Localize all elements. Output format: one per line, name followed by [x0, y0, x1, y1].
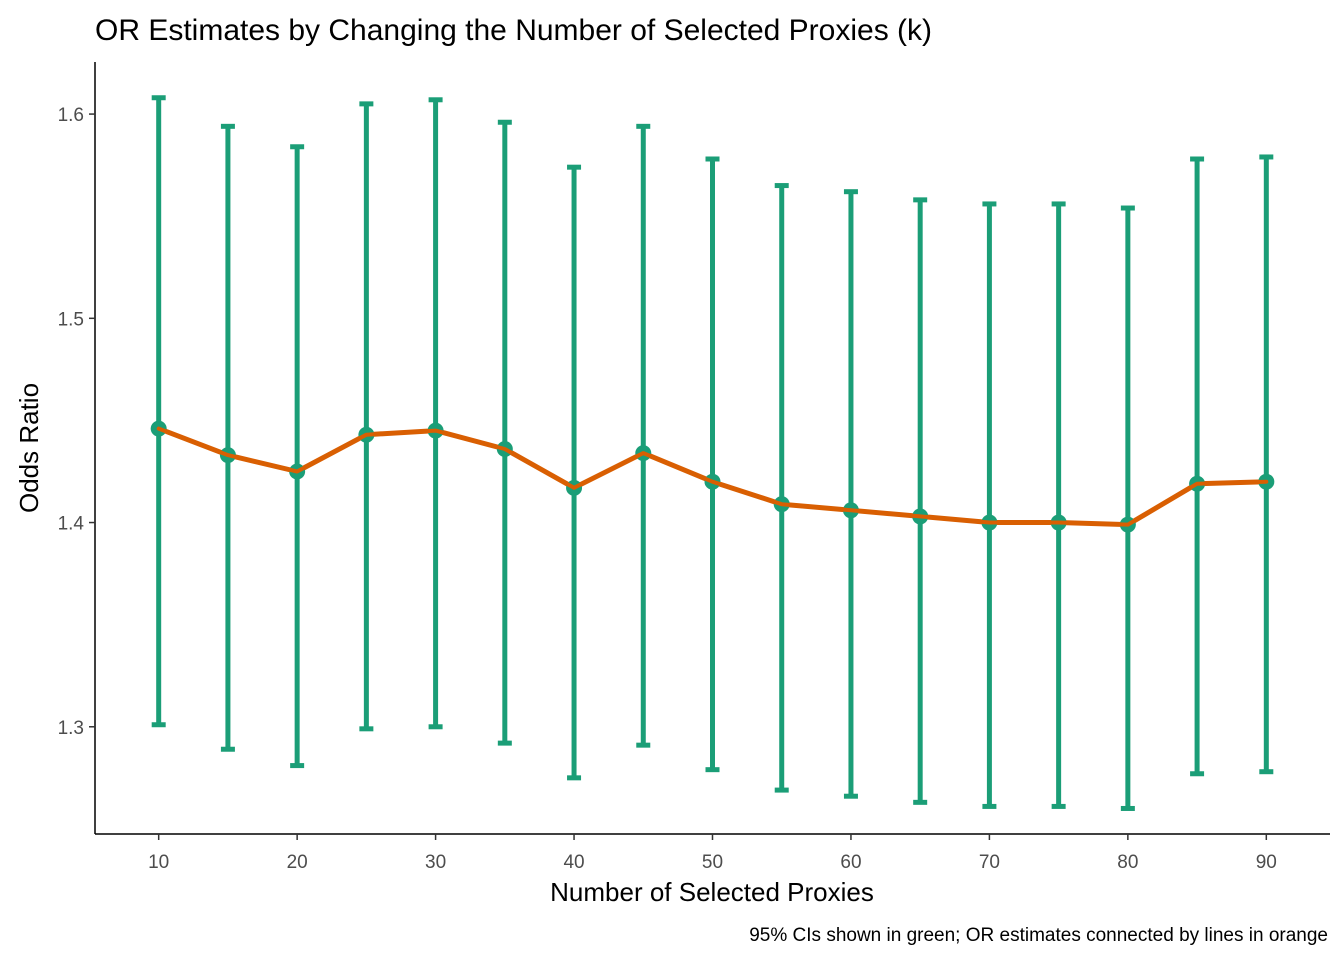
ci-errorbar-k85: [1190, 156, 1205, 777]
y-tick-label: 1.4: [58, 514, 85, 535]
ci-errorbar-k15: [220, 123, 235, 752]
y-tick-label: 1.5: [58, 309, 84, 330]
ci-errorbar-k35: [497, 119, 512, 746]
x-tick-label: 50: [702, 852, 723, 873]
x-tick-label: 70: [979, 852, 1000, 873]
x-ticks: 10 20 30 40 50 60 70 80 90: [148, 834, 1277, 873]
x-tick-label: 30: [425, 852, 446, 873]
x-tick-label: 20: [287, 852, 308, 873]
ci-errorbar-k80: [1120, 205, 1135, 811]
ci-errorbar-k70: [982, 201, 997, 809]
ci-errorbar-k50: [705, 156, 720, 773]
x-axis-title: Number of Selected Proxies: [550, 877, 874, 907]
y-tick-label: 1.3: [58, 718, 84, 739]
ci-errorbar-k60: [843, 189, 858, 799]
x-tick-label: 90: [1256, 852, 1277, 873]
x-tick-label: 80: [1117, 852, 1138, 873]
estimate-points: [150, 420, 1275, 533]
x-tick-label: 40: [563, 852, 584, 873]
x-tick-label: 10: [148, 852, 169, 873]
ci-errorbar-k25: [359, 101, 374, 732]
or-estimate-line-overlay: [156, 426, 1269, 527]
x-tick-label: 60: [840, 852, 861, 873]
ci-errorbar-k40: [567, 164, 582, 781]
chart-title: OR Estimates by Changing the Number of S…: [95, 14, 932, 47]
ci-errorbar-k90: [1259, 154, 1274, 775]
ci-errorbar-k30: [428, 97, 443, 730]
ci-errorbars: [151, 95, 1274, 811]
ci-errorbar-k10: [151, 95, 166, 728]
ci-errorbar-k20: [290, 144, 305, 769]
ci-errorbar-k45: [636, 123, 651, 748]
ci-errorbar-k65: [913, 197, 928, 805]
y-tick-label: 1.6: [58, 105, 84, 126]
chart-caption: 95% CIs shown in green; OR estimates con…: [749, 925, 1328, 946]
ci-errorbar-k55: [774, 183, 789, 793]
ci-errorbar-k75: [1051, 201, 1066, 809]
y-axis-title: Odds Ratio: [14, 383, 44, 513]
y-ticks: 1.3 1.4 1.5 1.6: [58, 105, 95, 739]
